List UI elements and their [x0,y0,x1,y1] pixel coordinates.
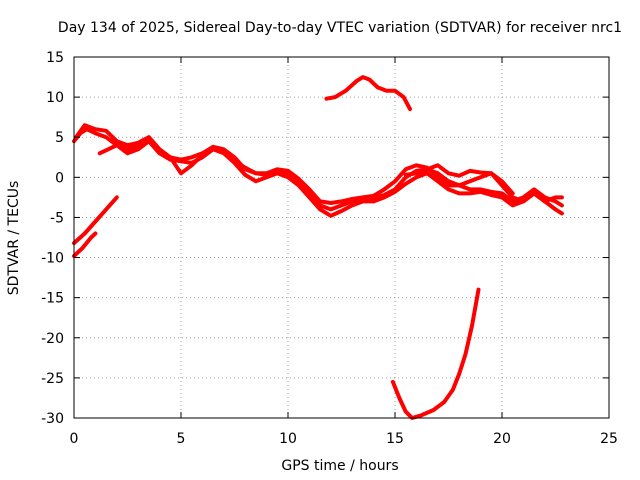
y-tick-label: -5 [50,210,64,226]
y-tick-label: 0 [55,170,64,186]
series-line-track-2 [74,123,564,216]
y-tick-label: -20 [41,331,64,347]
series-line-track-5 [72,195,119,246]
x-tick-label: 15 [386,431,404,447]
x-axis-label: GPS time / hours [281,458,398,474]
grid [74,57,609,418]
y-tick-label: -25 [41,371,64,387]
plot-frame [73,56,610,419]
series-layer [72,75,564,420]
x-tick-label: 0 [70,431,79,447]
x-tick-label: 20 [493,431,511,447]
series-line-track-8 [390,287,481,420]
y-tick-label: -15 [41,291,64,307]
y-tick-label: -30 [41,411,64,427]
x-tick-label: 5 [177,431,186,447]
ticks: 0 5 10 15 20 25 -30 -25 -20 -15 -10 -5 0 5 10 15 [41,50,618,447]
x-tick-label: 25 [600,431,618,447]
chart-title: Day 134 of 2025, Sidereal Day-to-day VTE… [58,20,622,36]
series-line-track-6 [72,231,98,258]
y-tick-label: 5 [55,130,64,146]
series-line-track-7 [324,75,412,112]
x-tick-label: 10 [279,431,297,447]
y-tick-label: 15 [46,50,64,66]
y-tick-label: 10 [46,90,64,106]
y-tick-label: -10 [41,251,64,267]
series-line-track-3 [97,139,564,218]
y-axis-label: SDTVAR / TECUs [6,181,22,296]
series-line-track-4 [403,163,515,196]
